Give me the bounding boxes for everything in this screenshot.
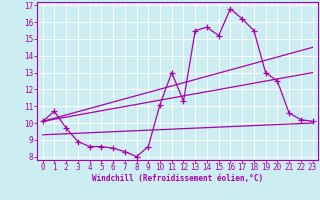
X-axis label: Windchill (Refroidissement éolien,°C): Windchill (Refroidissement éolien,°C) xyxy=(92,174,263,183)
